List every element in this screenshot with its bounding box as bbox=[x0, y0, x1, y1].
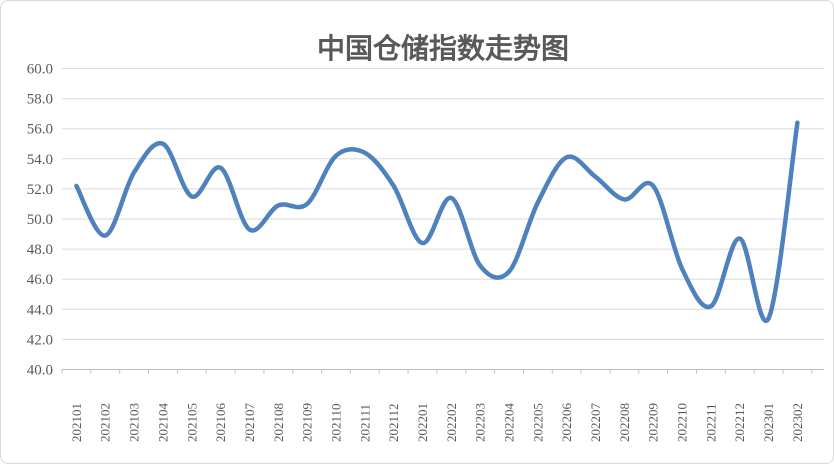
x-tick-label: 202301 bbox=[761, 403, 776, 442]
x-tick-label: 202210 bbox=[675, 403, 690, 442]
y-tick-label: 40.0 bbox=[27, 363, 53, 379]
x-tick-label: 202111 bbox=[357, 404, 372, 442]
x-tick-label: 202204 bbox=[502, 403, 517, 443]
x-tick-label: 202112 bbox=[386, 403, 401, 442]
x-tick-label: 202207 bbox=[588, 403, 603, 443]
y-tick-label: 54.0 bbox=[27, 152, 53, 168]
series-line bbox=[74, 120, 800, 324]
x-tick-label: 202101 bbox=[69, 403, 84, 442]
y-tick-label: 60.0 bbox=[27, 62, 53, 78]
chart-title: 中国仓储指数走势图 bbox=[316, 34, 569, 65]
y-tick-label: 42.0 bbox=[27, 332, 53, 348]
y-tick-label: 50.0 bbox=[27, 212, 53, 228]
x-tick-label: 202203 bbox=[473, 403, 488, 442]
x-tick-label: 202208 bbox=[617, 403, 632, 442]
x-tick-label: 202206 bbox=[559, 403, 574, 443]
gridlines bbox=[62, 68, 824, 370]
x-tick-label: 202205 bbox=[530, 403, 545, 442]
index-trend-line bbox=[74, 120, 800, 324]
x-axis bbox=[61, 369, 813, 374]
y-tick-label: 58.0 bbox=[27, 92, 53, 108]
x-tick-label: 202106 bbox=[213, 403, 228, 443]
y-tick-label: 56.0 bbox=[27, 122, 53, 138]
x-tick-label: 202211 bbox=[703, 403, 718, 442]
x-tick-label: 202209 bbox=[646, 403, 661, 442]
y-tick-label: 52.0 bbox=[27, 182, 53, 198]
y-tick-label: 46.0 bbox=[27, 272, 53, 288]
x-tick-label: 202103 bbox=[127, 403, 142, 442]
x-tick-label: 202102 bbox=[98, 403, 113, 442]
y-tick-label: 44.0 bbox=[27, 302, 53, 318]
x-tick-label: 202104 bbox=[155, 403, 170, 443]
x-tick-label: 202105 bbox=[184, 403, 199, 442]
x-tick-label: 202109 bbox=[300, 403, 315, 442]
x-tick-label: 202302 bbox=[790, 403, 805, 442]
x-tick-label: 202110 bbox=[329, 403, 344, 442]
x-tick-label: 202201 bbox=[415, 403, 430, 442]
x-tick-label: 202108 bbox=[271, 403, 286, 442]
x-tick-label: 202107 bbox=[242, 403, 257, 443]
x-tick-label: 202202 bbox=[444, 403, 459, 442]
x-axis-labels: 202101 202102 202103 202104 202105 202106 2021… bbox=[69, 403, 805, 443]
y-axis-labels: 40.0 42.0 44.0 46.0 48.0 50.0 52.0 54.0 56.0 58.0… bbox=[27, 62, 53, 379]
y-tick-label: 48.0 bbox=[27, 242, 53, 258]
x-tick-label: 202212 bbox=[732, 403, 747, 442]
